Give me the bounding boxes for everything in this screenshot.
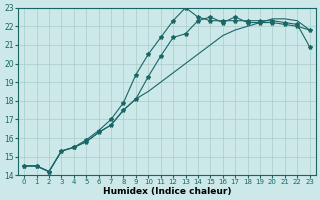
X-axis label: Humidex (Indice chaleur): Humidex (Indice chaleur) <box>103 187 231 196</box>
